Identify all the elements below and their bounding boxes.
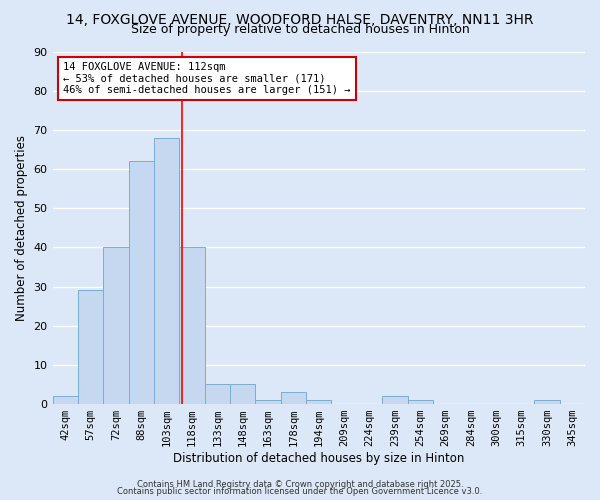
X-axis label: Distribution of detached houses by size in Hinton: Distribution of detached houses by size …: [173, 452, 464, 465]
Bar: [534, 400, 560, 404]
Text: Size of property relative to detached houses in Hinton: Size of property relative to detached ho…: [131, 22, 469, 36]
Bar: [128, 161, 154, 404]
Y-axis label: Number of detached properties: Number of detached properties: [15, 135, 28, 321]
Bar: [205, 384, 230, 404]
Text: 14, FOXGLOVE AVENUE, WOODFORD HALSE, DAVENTRY, NN11 3HR: 14, FOXGLOVE AVENUE, WOODFORD HALSE, DAV…: [66, 12, 534, 26]
Text: Contains HM Land Registry data © Crown copyright and database right 2025.: Contains HM Land Registry data © Crown c…: [137, 480, 463, 489]
Bar: [53, 396, 78, 404]
Bar: [179, 248, 205, 404]
Bar: [281, 392, 306, 404]
Bar: [103, 248, 128, 404]
Bar: [382, 396, 407, 404]
Text: Contains public sector information licensed under the Open Government Licence v3: Contains public sector information licen…: [118, 488, 482, 496]
Bar: [306, 400, 331, 404]
Bar: [256, 400, 281, 404]
Bar: [78, 290, 103, 404]
Bar: [154, 138, 179, 404]
Bar: [230, 384, 256, 404]
Text: 14 FOXGLOVE AVENUE: 112sqm
← 53% of detached houses are smaller (171)
46% of sem: 14 FOXGLOVE AVENUE: 112sqm ← 53% of deta…: [63, 62, 350, 96]
Bar: [407, 400, 433, 404]
